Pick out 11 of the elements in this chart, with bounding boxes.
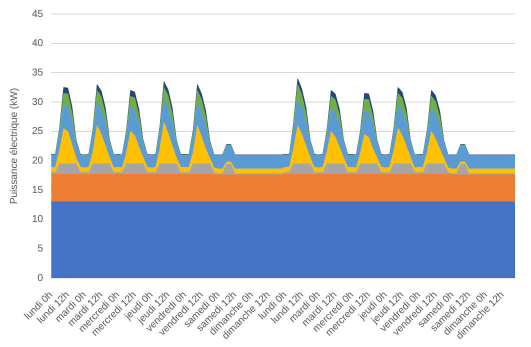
y-tick-label: 40 <box>32 38 44 50</box>
y-tick-label: 10 <box>32 214 44 226</box>
y-tick-label: 5 <box>38 244 44 254</box>
y-tick-label: 25 <box>32 126 44 138</box>
y-tick-label: 45 <box>32 8 44 20</box>
y-tick-label: 30 <box>32 96 44 108</box>
y-tick-label: 20 <box>32 155 44 166</box>
y-tick-label: 35 <box>32 67 44 78</box>
y-tick-label: 15 <box>32 184 44 196</box>
y-tick-label: 0 <box>38 272 44 284</box>
y-axis-title: Puissance électrique (kW) <box>8 88 20 204</box>
